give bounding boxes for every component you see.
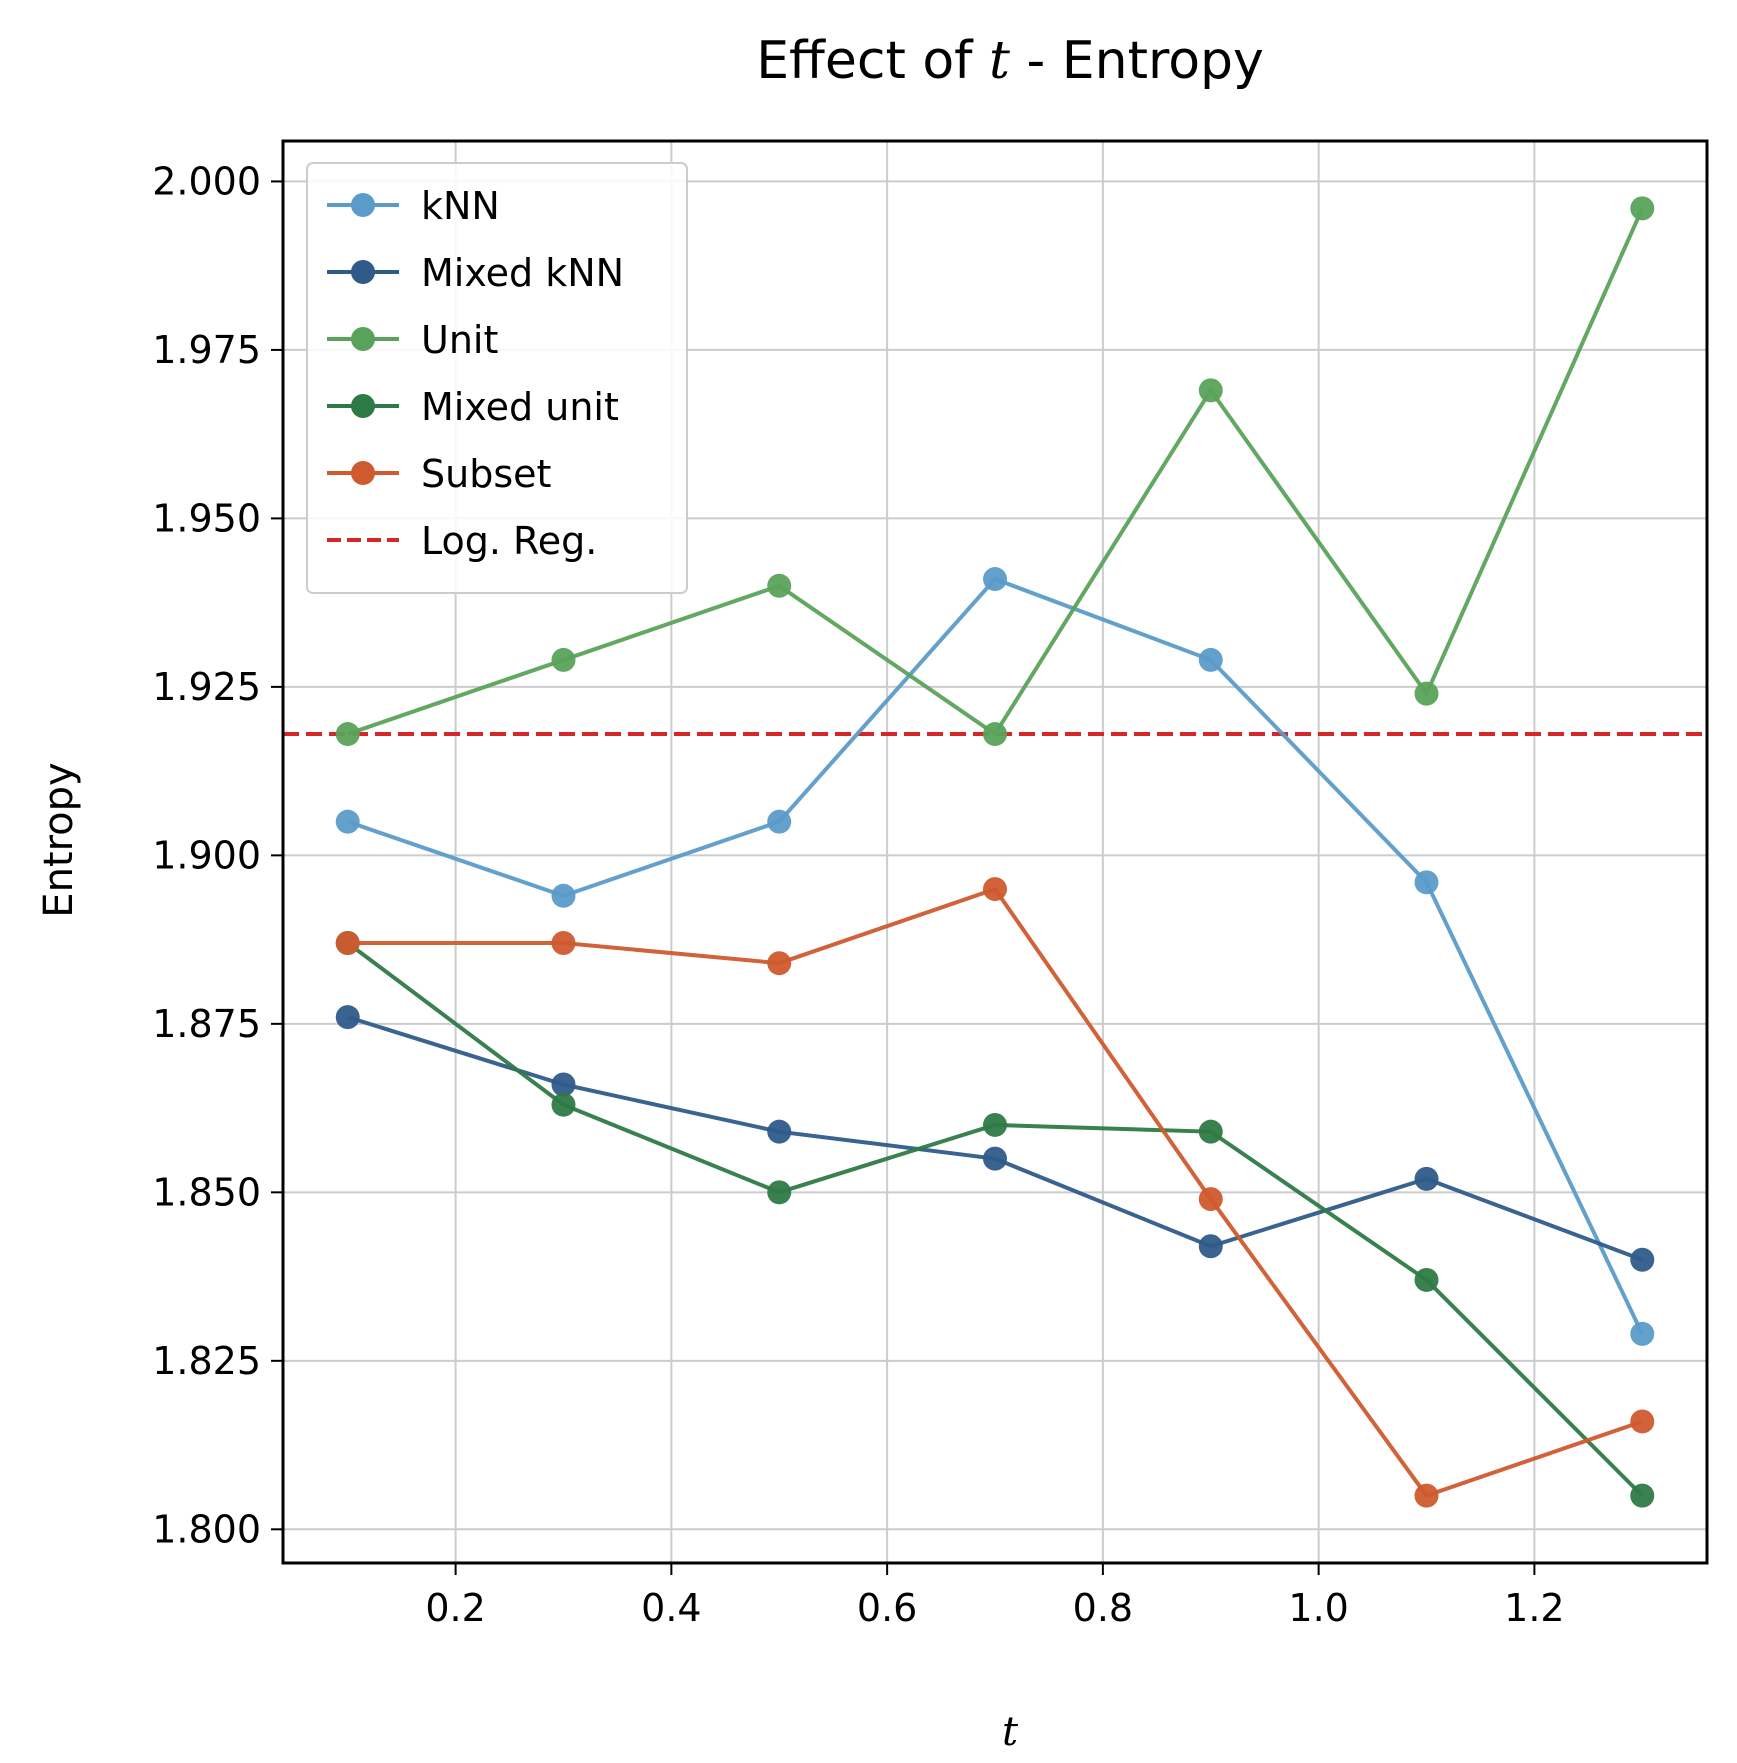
data-point-mixed-knn <box>1630 1247 1655 1272</box>
x-tick-label: 0.6 <box>857 1586 917 1630</box>
data-point-mixed-unit <box>551 1092 576 1117</box>
data-point-unit <box>767 573 792 598</box>
series-knn <box>335 567 1655 1346</box>
y-tick-label: 2.000 <box>152 159 261 203</box>
data-point-unit <box>1414 681 1439 706</box>
legend-marker-subset <box>351 461 375 485</box>
legend-marker-mixed-knn <box>351 260 375 284</box>
legend-box <box>306 162 688 594</box>
series-mixed-knn <box>335 1005 1655 1272</box>
data-point-unit <box>1198 378 1223 403</box>
y-axis-ticks: 1.800 1.825 1.850 1.875 1.900 1.925 1.950 1.975… <box>152 159 283 1551</box>
data-point-mixed-knn <box>1198 1234 1223 1259</box>
legend: kNN Mixed kNN Unit Mixed unit Subset Log. Reg… <box>306 162 688 594</box>
x-axis-label: t <box>1002 1709 1019 1755</box>
data-point-subset <box>1630 1409 1655 1434</box>
data-point-unit <box>1630 196 1655 221</box>
data-point-mixed-knn <box>1414 1166 1439 1191</box>
y-tick-label: 1.950 <box>152 496 261 540</box>
x-axis-ticks: 0.2 0.4 0.6 0.8 1.0 1.2 <box>425 1563 1565 1630</box>
data-point-mixed-knn <box>983 1146 1007 1171</box>
y-tick-label: 1.875 <box>152 1002 261 1046</box>
y-tick-label: 1.900 <box>152 833 261 877</box>
y-axis-label: Entropy <box>36 762 82 917</box>
series-subset <box>335 877 1655 1508</box>
data-point-knn <box>1630 1321 1655 1346</box>
data-point-mixed-unit <box>767 1180 792 1205</box>
legend-marker-mixed-unit <box>351 394 375 418</box>
data-point-subset <box>767 951 792 976</box>
data-point-mixed-unit <box>983 1112 1007 1137</box>
legend-label-log-reg-: Log. Reg. <box>421 519 597 563</box>
y-tick-label: 1.825 <box>152 1339 261 1383</box>
legend-label-mixed-unit: Mixed unit <box>421 385 619 429</box>
chart-title: Effect of t - Entropy <box>756 31 1264 91</box>
y-tick-label: 1.800 <box>152 1507 261 1551</box>
data-point-subset <box>551 930 576 955</box>
series-line-knn <box>347 576 1645 1335</box>
data-point-mixed-unit <box>1198 1119 1223 1144</box>
data-point-knn <box>551 883 576 908</box>
plot-frame <box>281 139 1709 1565</box>
legend-label-knn: kNN <box>421 184 500 228</box>
legend-marker-unit <box>351 327 375 351</box>
y-tick-label: 1.975 <box>152 328 261 372</box>
data-point-unit <box>983 722 1007 747</box>
data-point-subset <box>1414 1483 1439 1508</box>
data-point-knn <box>767 809 792 834</box>
x-tick-label: 1.0 <box>1288 1586 1348 1630</box>
grid <box>283 141 1707 1563</box>
data-point-mixed-knn <box>551 1072 576 1097</box>
legend-label-mixed-knn: Mixed kNN <box>421 251 624 295</box>
legend-label-subset: Subset <box>421 452 551 496</box>
x-tick-label: 0.4 <box>641 1586 701 1630</box>
data-point-subset <box>335 930 360 955</box>
series-mixed-unit <box>335 930 1655 1508</box>
data-point-subset <box>1198 1187 1223 1212</box>
data-point-knn <box>1198 647 1223 672</box>
series-group <box>335 196 1655 1508</box>
x-tick-label: 0.8 <box>1073 1586 1133 1630</box>
x-tick-label: 1.2 <box>1504 1586 1564 1630</box>
data-point-mixed-knn <box>767 1119 792 1144</box>
data-point-knn <box>335 809 360 834</box>
legend-marker-knn <box>351 193 375 217</box>
series-line-mixed-knn <box>347 1015 1643 1262</box>
data-point-mixed-knn <box>335 1005 360 1030</box>
data-point-mixed-unit <box>1414 1267 1439 1292</box>
legend-label-unit: Unit <box>421 318 498 362</box>
data-point-mixed-unit <box>1630 1483 1655 1508</box>
series-unit <box>335 196 1655 747</box>
data-point-knn <box>1414 870 1439 895</box>
series-line-mixed-unit <box>346 941 1644 1498</box>
y-tick-label: 1.925 <box>152 665 261 709</box>
data-point-subset <box>983 877 1007 902</box>
x-tick-label: 0.2 <box>425 1586 485 1630</box>
y-tick-label: 1.850 <box>152 1170 261 1214</box>
data-point-unit <box>551 647 576 672</box>
data-point-knn <box>983 567 1007 592</box>
data-point-unit <box>335 722 360 747</box>
